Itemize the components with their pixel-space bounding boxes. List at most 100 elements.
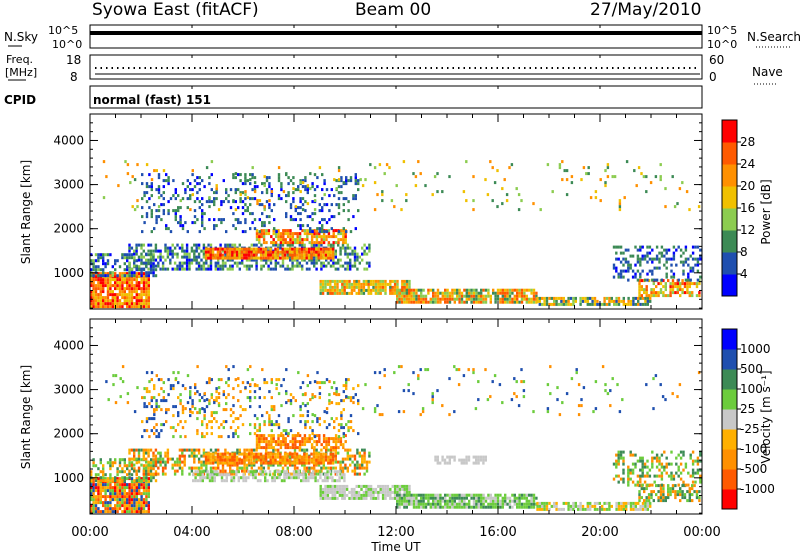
scatter-cell — [439, 502, 442, 506]
scatter-cell — [92, 265, 95, 269]
scatter-cell — [332, 437, 335, 441]
scatter-cell — [210, 160, 214, 164]
scatter-cell — [258, 434, 261, 438]
scatter-cell — [315, 232, 319, 236]
scatter-cell — [200, 258, 203, 262]
scatter-cell — [444, 496, 447, 500]
scatter-cell — [636, 248, 640, 252]
scatter-cell — [307, 461, 311, 465]
scatter-cell — [250, 455, 253, 459]
scatter-cell — [99, 256, 102, 260]
scatter-cell — [117, 184, 120, 188]
scatter-cell — [209, 264, 213, 268]
scatter-cell — [405, 282, 409, 286]
scatter-cell — [403, 496, 406, 500]
scatter-cell — [288, 476, 291, 480]
scatter-cell — [256, 417, 259, 421]
scatter-cell — [185, 261, 189, 265]
scatter-cell — [306, 414, 309, 418]
scatter-cell — [184, 420, 187, 424]
scatter-cell — [627, 296, 630, 300]
scatter-cell — [166, 267, 170, 271]
scatter-cell — [496, 294, 500, 298]
scatter-cell — [259, 256, 263, 260]
scatter-cell — [149, 255, 153, 259]
scatter-cell — [291, 243, 294, 247]
scatter-cell — [328, 476, 332, 480]
scatter-cell — [674, 282, 677, 286]
scatter-cell — [116, 479, 119, 483]
scatter-cell — [123, 486, 126, 490]
scatter-cell — [622, 507, 625, 511]
scatter-cell — [277, 414, 281, 418]
scatter-cell — [222, 426, 225, 430]
scatter-cell — [215, 191, 218, 195]
scatter-cell — [155, 169, 158, 173]
scatter-cell — [389, 291, 392, 295]
scatter-cell — [345, 230, 348, 234]
scatter-cell — [224, 261, 227, 265]
scatter-cell — [475, 294, 478, 298]
scatter-cell — [304, 473, 308, 477]
scatter-cell — [405, 199, 408, 203]
scatter-cell — [353, 469, 357, 473]
scatter-cell — [417, 499, 420, 503]
scatter-cell — [543, 299, 546, 303]
scatter-cell — [293, 250, 296, 254]
scatter-cell — [327, 455, 330, 459]
scatter-cell — [530, 297, 533, 301]
scatter-cell — [177, 209, 180, 213]
scatter-cell — [403, 279, 406, 283]
scatter-cell — [250, 448, 253, 452]
scatter-cell — [419, 172, 422, 176]
scatter-cell — [234, 188, 237, 192]
scatter-cell — [593, 504, 597, 508]
scatter-cell — [660, 278, 664, 282]
scatter-cell — [130, 457, 134, 461]
scatter-cell — [647, 499, 651, 503]
scatter-cell — [617, 507, 621, 511]
scatter-cell — [150, 215, 153, 219]
scatter-cell — [174, 188, 177, 192]
scatter-cell — [574, 501, 577, 505]
scatter-cell — [463, 496, 466, 500]
scatter-cell — [109, 476, 112, 480]
scatter-cell — [472, 297, 476, 301]
scatter-cell — [94, 486, 98, 490]
scatter-cell — [320, 264, 323, 268]
scatter-cell — [128, 293, 131, 297]
scatter-cell — [285, 476, 288, 480]
scatter-cell — [318, 230, 321, 234]
scatter-cell — [152, 249, 155, 253]
scatter-cell — [560, 299, 563, 303]
scatter-cell — [99, 284, 102, 288]
scatter-cell — [629, 507, 633, 511]
scatter-cell — [332, 232, 335, 236]
scatter-cell — [652, 291, 655, 295]
scatter-cell — [306, 238, 309, 242]
scatter-cell — [530, 505, 533, 509]
scatter-cell — [322, 253, 325, 257]
scatter-cell — [310, 256, 313, 260]
scatter-cell — [273, 423, 276, 427]
scatter-cell — [536, 501, 539, 505]
scatter-cell — [334, 267, 337, 271]
scatter-cell — [255, 256, 258, 260]
scatter-cell — [118, 483, 122, 487]
scatter-cell — [126, 299, 129, 303]
scatter-cell — [436, 190, 439, 194]
scatter-cell — [181, 426, 185, 430]
scatter-cell — [147, 267, 150, 271]
scatter-cell — [291, 452, 294, 456]
scatter-cell — [329, 247, 332, 251]
scatter-cell — [444, 297, 447, 301]
scatter-cell — [307, 247, 311, 251]
scatter-cell — [148, 435, 151, 439]
scatter-cell — [567, 299, 570, 303]
scatter-cell — [329, 291, 332, 295]
scatter-cell — [420, 291, 423, 295]
scatter-cell — [336, 470, 339, 474]
scatter-cell — [451, 297, 454, 301]
scatter-cell — [109, 464, 112, 468]
scatter-cell — [333, 178, 336, 182]
